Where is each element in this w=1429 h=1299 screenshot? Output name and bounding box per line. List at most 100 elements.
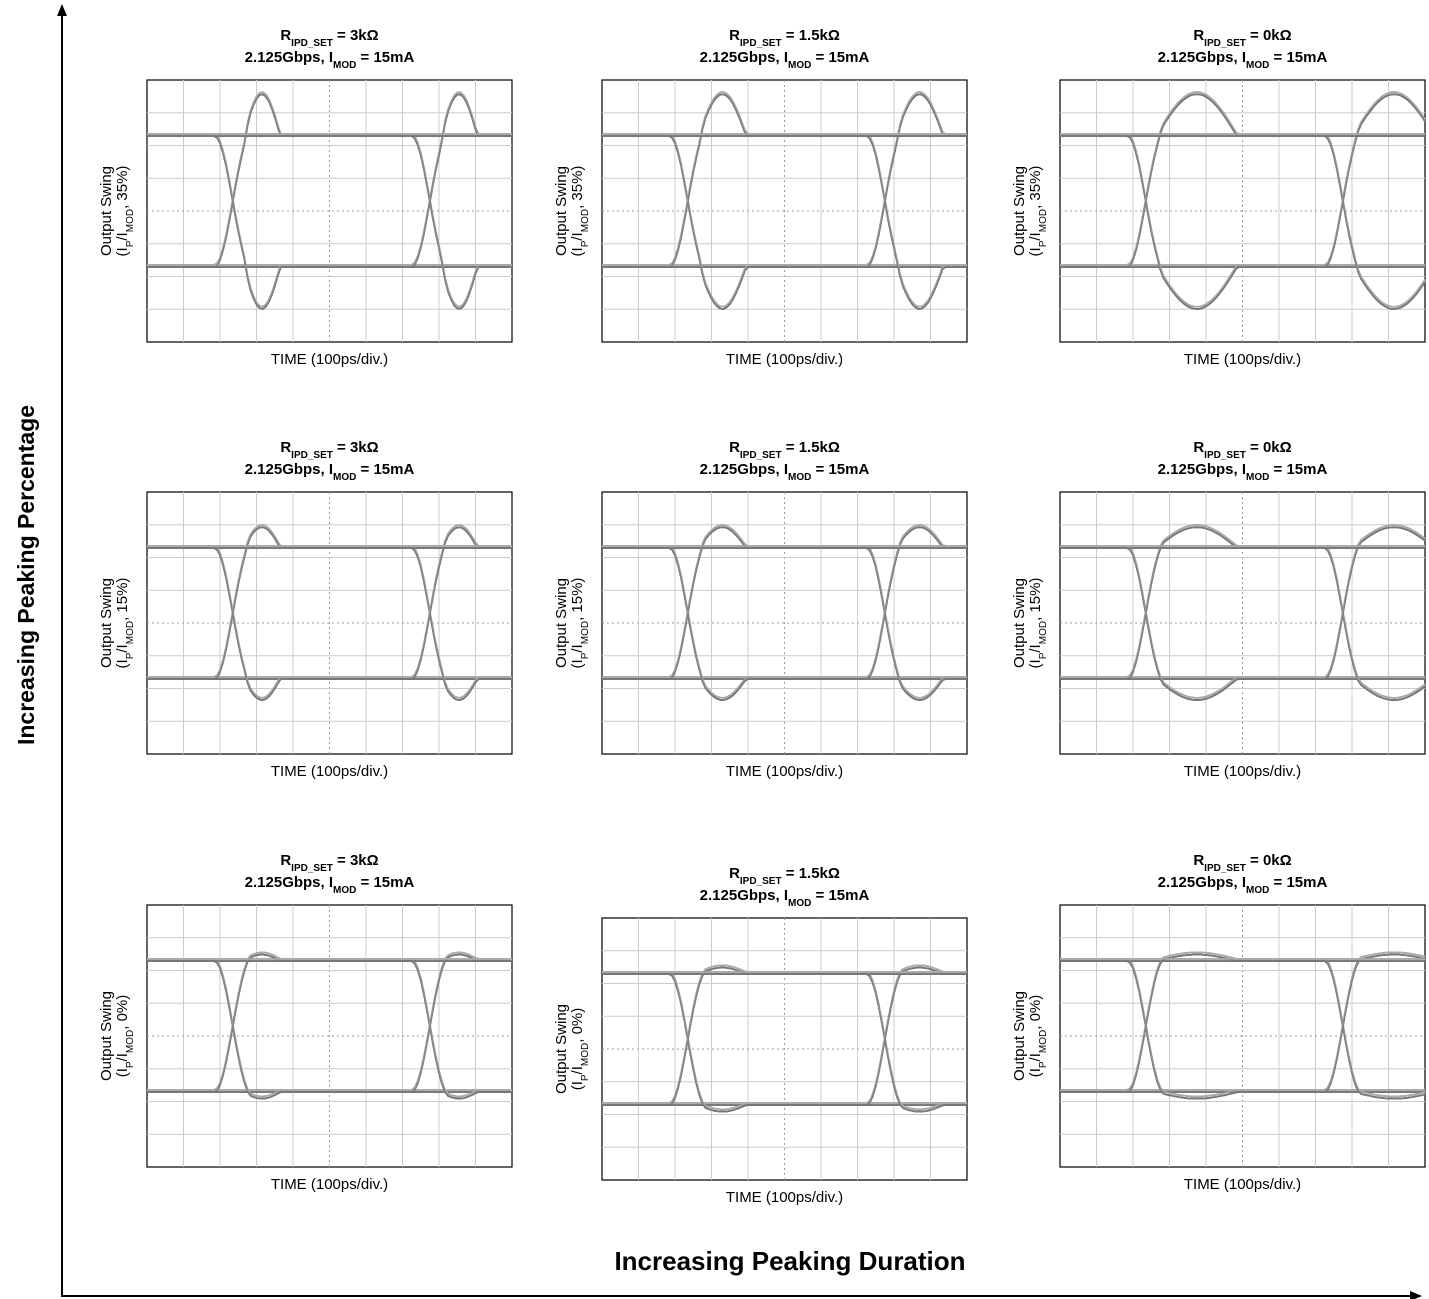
- text-segment: = 0kΩ: [1246, 27, 1292, 44]
- panel-subtitle: 2.125Gbps, IMOD = 15mA: [1158, 461, 1328, 483]
- y-label: (IP/IMOD, 0%): [1027, 995, 1049, 1078]
- text-segment: , 35%): [1027, 166, 1044, 209]
- subscript: IPD_SET: [1204, 863, 1246, 874]
- text-segment: /I: [114, 1053, 131, 1061]
- text-segment: /I: [569, 232, 586, 240]
- text-segment: R: [280, 852, 291, 869]
- text-segment: , 15%): [114, 578, 131, 621]
- x-label: TIME (100ps/div.): [1184, 763, 1301, 780]
- text-segment: (I: [114, 1068, 131, 1077]
- panel-title: RIPD_SET = 3kΩ: [280, 852, 378, 874]
- subscript: MOD: [333, 885, 356, 896]
- subscript: MOD: [1246, 885, 1269, 896]
- text-segment: (I: [1027, 247, 1044, 256]
- x-label: TIME (100ps/div.): [1184, 351, 1301, 368]
- x-label: TIME (100ps/div.): [726, 763, 843, 780]
- text-segment: = 1.5kΩ: [782, 439, 840, 456]
- eye-diagram: [146, 79, 513, 343]
- y-label: Output Swing: [553, 578, 570, 668]
- subscript: MOD: [125, 621, 136, 644]
- x-label: TIME (100ps/div.): [1184, 1176, 1301, 1193]
- text-segment: R: [1193, 852, 1204, 869]
- x-label: TIME (100ps/div.): [271, 763, 388, 780]
- text-segment: , 0%): [114, 995, 131, 1030]
- text-segment: /I: [569, 1066, 586, 1074]
- y-label: Output Swing: [553, 1004, 570, 1094]
- text-segment: , 35%): [114, 166, 131, 209]
- panel-title: RIPD_SET = 1.5kΩ: [729, 865, 840, 887]
- subscript: P: [125, 652, 136, 659]
- y-label: (IP/IMOD, 35%): [1027, 166, 1049, 257]
- subscript: MOD: [788, 898, 811, 909]
- panel-subtitle: 2.125Gbps, IMOD = 15mA: [1158, 49, 1328, 71]
- eye-diagram: [601, 917, 968, 1181]
- y-label: (IP/IMOD, 35%): [569, 166, 591, 257]
- panel-title: RIPD_SET = 0kΩ: [1193, 852, 1291, 874]
- text-segment: (I: [1027, 1068, 1044, 1077]
- text-segment: R: [280, 27, 291, 44]
- subscript: MOD: [1246, 60, 1269, 71]
- text-segment: 2.125Gbps, I: [245, 461, 333, 478]
- text-segment: = 15mA: [356, 874, 414, 891]
- panel-title: RIPD_SET = 3kΩ: [280, 27, 378, 49]
- y-label: Output Swing: [1011, 578, 1028, 668]
- x-label: TIME (100ps/div.): [726, 351, 843, 368]
- text-segment: R: [729, 865, 740, 882]
- subscript: MOD: [580, 1043, 591, 1066]
- subscript: MOD: [580, 209, 591, 232]
- text-segment: R: [280, 439, 291, 456]
- y-axis-label: Increasing Peaking Percentage: [13, 405, 39, 745]
- y-label: (IP/IMOD, 0%): [114, 995, 136, 1078]
- text-segment: = 15mA: [1269, 874, 1327, 891]
- text-segment: = 15mA: [811, 887, 869, 904]
- text-segment: , 35%): [569, 166, 586, 209]
- text-segment: = 3kΩ: [333, 27, 379, 44]
- subscript: MOD: [580, 621, 591, 644]
- text-segment: = 15mA: [811, 49, 869, 66]
- text-segment: (I: [1027, 659, 1044, 668]
- subscript: MOD: [333, 60, 356, 71]
- subscript: P: [1038, 240, 1049, 247]
- text-segment: 2.125Gbps, I: [1158, 874, 1246, 891]
- y-label: (IP/IMOD, 0%): [569, 1008, 591, 1091]
- subscript: P: [580, 1074, 591, 1081]
- text-segment: (I: [569, 247, 586, 256]
- text-segment: = 15mA: [811, 461, 869, 478]
- eye-diagram: [1059, 79, 1426, 343]
- text-segment: /I: [114, 232, 131, 240]
- subscript: MOD: [125, 209, 136, 232]
- subscript: MOD: [125, 1030, 136, 1053]
- subscript: MOD: [788, 472, 811, 483]
- subscript: P: [1038, 652, 1049, 659]
- y-label: (IP/IMOD, 35%): [114, 166, 136, 257]
- panel-subtitle: 2.125Gbps, IMOD = 15mA: [245, 874, 415, 896]
- y-label: Output Swing: [98, 991, 115, 1081]
- eye-diagram: [146, 491, 513, 755]
- subscript: P: [580, 652, 591, 659]
- panel-subtitle: 2.125Gbps, IMOD = 15mA: [245, 461, 415, 483]
- panel-subtitle: 2.125Gbps, IMOD = 15mA: [1158, 874, 1328, 896]
- text-segment: = 15mA: [1269, 461, 1327, 478]
- text-segment: = 1.5kΩ: [782, 865, 840, 882]
- text-segment: /I: [114, 644, 131, 652]
- text-segment: 2.125Gbps, I: [1158, 49, 1246, 66]
- text-segment: R: [1193, 439, 1204, 456]
- text-segment: R: [729, 439, 740, 456]
- text-segment: (I: [569, 1081, 586, 1090]
- text-segment: 2.125Gbps, I: [245, 874, 333, 891]
- text-segment: = 3kΩ: [333, 439, 379, 456]
- text-segment: = 1.5kΩ: [782, 27, 840, 44]
- text-segment: (I: [114, 659, 131, 668]
- subscript: IPD_SET: [291, 450, 333, 461]
- subscript: IPD_SET: [291, 38, 333, 49]
- panel-title: RIPD_SET = 1.5kΩ: [729, 439, 840, 461]
- x-label: TIME (100ps/div.): [726, 1189, 843, 1206]
- text-segment: /I: [569, 644, 586, 652]
- text-segment: , 0%): [569, 1008, 586, 1043]
- text-segment: 2.125Gbps, I: [700, 461, 788, 478]
- subscript: IPD_SET: [740, 38, 782, 49]
- subscript: MOD: [1246, 472, 1269, 483]
- text-segment: R: [1193, 27, 1204, 44]
- eye-diagram: [1059, 904, 1426, 1168]
